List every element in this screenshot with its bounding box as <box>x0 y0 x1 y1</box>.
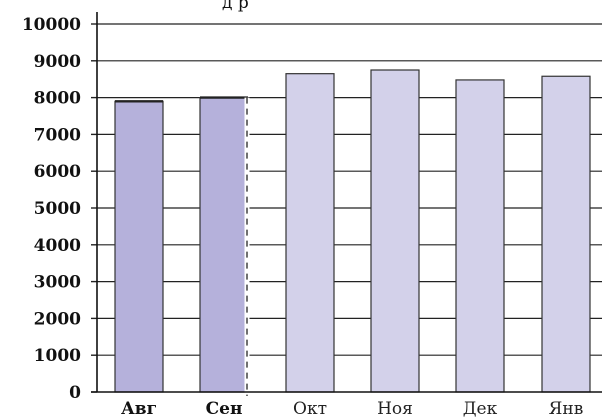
title-fragment: д р <box>222 0 249 13</box>
y-tick-label-2000: 2000 <box>34 309 81 329</box>
y-tick-label-0: 0 <box>69 383 81 403</box>
bar-3 <box>285 73 335 393</box>
x-tick-label-2: Сен <box>206 399 243 418</box>
x-tick-label-5: Дек <box>463 399 498 418</box>
bar-4 <box>370 69 420 393</box>
y-tick-label-7000: 7000 <box>34 125 81 145</box>
y-tick-label-3000: 3000 <box>34 273 81 293</box>
y-tick-label-1000: 1000 <box>34 346 81 366</box>
x-tick-labels: Авг Сен Окт Ноя Дек Янв <box>121 399 583 418</box>
axes <box>91 12 602 396</box>
y-tick-label-5000: 5000 <box>34 199 81 219</box>
y-tick-label-4000: 4000 <box>34 236 81 256</box>
bar-1 <box>114 100 164 393</box>
x-tick-label-4: Ноя <box>377 399 413 418</box>
bar-6 <box>541 75 591 393</box>
bars <box>114 69 591 393</box>
bar-2 <box>199 96 249 393</box>
y-tick-labels: 0 1000 2000 3000 4000 5000 6000 7000 8000 9000 100… <box>22 15 81 403</box>
x-tick-label-6: Янв <box>549 399 584 418</box>
y-tick-label-8000: 8000 <box>34 89 81 109</box>
y-tick-label-6000: 6000 <box>34 162 81 182</box>
gridlines <box>97 23 602 356</box>
y-tick-label-10000: 10000 <box>22 15 81 35</box>
x-tick-label-3: Окт <box>293 399 327 418</box>
y-tick-label-9000: 9000 <box>34 52 81 72</box>
x-tick-label-1: Авг <box>121 399 157 418</box>
bar-5 <box>455 79 505 393</box>
